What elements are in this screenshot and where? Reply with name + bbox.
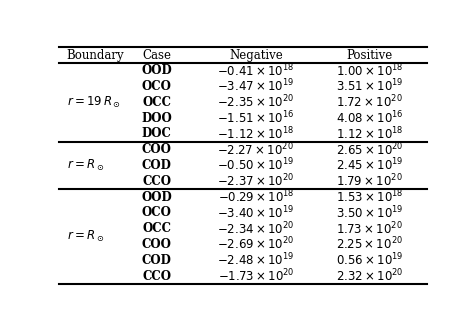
- Text: $-2.69 \times 10^{20}$: $-2.69 \times 10^{20}$: [217, 236, 294, 253]
- Text: OCC: OCC: [142, 96, 171, 109]
- Text: $4.08 \times 10^{16}$: $4.08 \times 10^{16}$: [336, 110, 403, 126]
- Text: $2.65 \times 10^{20}$: $2.65 \times 10^{20}$: [336, 141, 403, 158]
- Text: $2.32 \times 10^{20}$: $2.32 \times 10^{20}$: [336, 268, 403, 284]
- Text: $2.25 \times 10^{20}$: $2.25 \times 10^{20}$: [336, 236, 403, 253]
- Text: $1.73 \times 10^{20}$: $1.73 \times 10^{20}$: [337, 220, 403, 237]
- Text: OCC: OCC: [142, 222, 171, 235]
- Text: $-1.73 \times 10^{20}$: $-1.73 \times 10^{20}$: [218, 268, 294, 284]
- Text: $2.45 \times 10^{19}$: $2.45 \times 10^{19}$: [336, 157, 403, 174]
- Text: $-2.27 \times 10^{20}$: $-2.27 \times 10^{20}$: [218, 141, 294, 158]
- Text: $-3.40 \times 10^{19}$: $-3.40 \times 10^{19}$: [217, 205, 294, 221]
- Text: $-0.29 \times 10^{18}$: $-0.29 \times 10^{18}$: [218, 189, 294, 205]
- Text: $-3.47 \times 10^{19}$: $-3.47 \times 10^{19}$: [217, 78, 294, 95]
- Text: OOD: OOD: [141, 191, 172, 203]
- Text: $-2.35 \times 10^{20}$: $-2.35 \times 10^{20}$: [217, 94, 294, 110]
- Text: $1.00 \times 10^{18}$: $1.00 \times 10^{18}$: [336, 62, 403, 79]
- Text: $r = R_\odot$: $r = R_\odot$: [66, 229, 104, 244]
- Text: OCO: OCO: [142, 207, 172, 219]
- Text: $-1.12 \times 10^{18}$: $-1.12 \times 10^{18}$: [217, 126, 294, 142]
- Text: COO: COO: [142, 238, 172, 251]
- Text: $-2.34 \times 10^{20}$: $-2.34 \times 10^{20}$: [217, 220, 294, 237]
- Text: $1.79 \times 10^{20}$: $1.79 \times 10^{20}$: [337, 173, 403, 189]
- Text: $1.53 \times 10^{18}$: $1.53 \times 10^{18}$: [336, 189, 403, 205]
- Text: $1.12 \times 10^{18}$: $1.12 \times 10^{18}$: [336, 126, 403, 142]
- Text: DOC: DOC: [142, 127, 172, 140]
- Text: COO: COO: [142, 143, 172, 156]
- Text: Negative: Negative: [229, 49, 283, 62]
- Text: $3.50 \times 10^{19}$: $3.50 \times 10^{19}$: [336, 205, 403, 221]
- Text: Case: Case: [142, 49, 171, 62]
- Text: $r = R_\odot$: $r = R_\odot$: [66, 158, 104, 173]
- Text: OOD: OOD: [141, 64, 172, 77]
- Text: $-2.48 \times 10^{19}$: $-2.48 \times 10^{19}$: [217, 252, 294, 269]
- Text: $0.56 \times 10^{19}$: $0.56 \times 10^{19}$: [336, 252, 403, 269]
- Text: $1.72 \times 10^{20}$: $1.72 \times 10^{20}$: [337, 94, 403, 110]
- Text: CCO: CCO: [142, 175, 171, 188]
- Text: $-0.50 \times 10^{19}$: $-0.50 \times 10^{19}$: [217, 157, 294, 174]
- Text: CCO: CCO: [142, 270, 171, 283]
- Text: COD: COD: [142, 254, 172, 267]
- Text: $-1.51 \times 10^{16}$: $-1.51 \times 10^{16}$: [217, 110, 294, 126]
- Text: $-0.41 \times 10^{18}$: $-0.41 \times 10^{18}$: [217, 62, 294, 79]
- Text: $r = 19\,R_\odot$: $r = 19\,R_\odot$: [66, 95, 120, 110]
- Text: $3.51 \times 10^{19}$: $3.51 \times 10^{19}$: [336, 78, 403, 95]
- Text: Boundary: Boundary: [66, 49, 124, 62]
- Text: OCO: OCO: [142, 80, 172, 93]
- Text: Positive: Positive: [346, 49, 393, 62]
- Text: DOO: DOO: [141, 112, 172, 124]
- Text: $-2.37 \times 10^{20}$: $-2.37 \times 10^{20}$: [217, 173, 294, 189]
- Text: COD: COD: [142, 159, 172, 172]
